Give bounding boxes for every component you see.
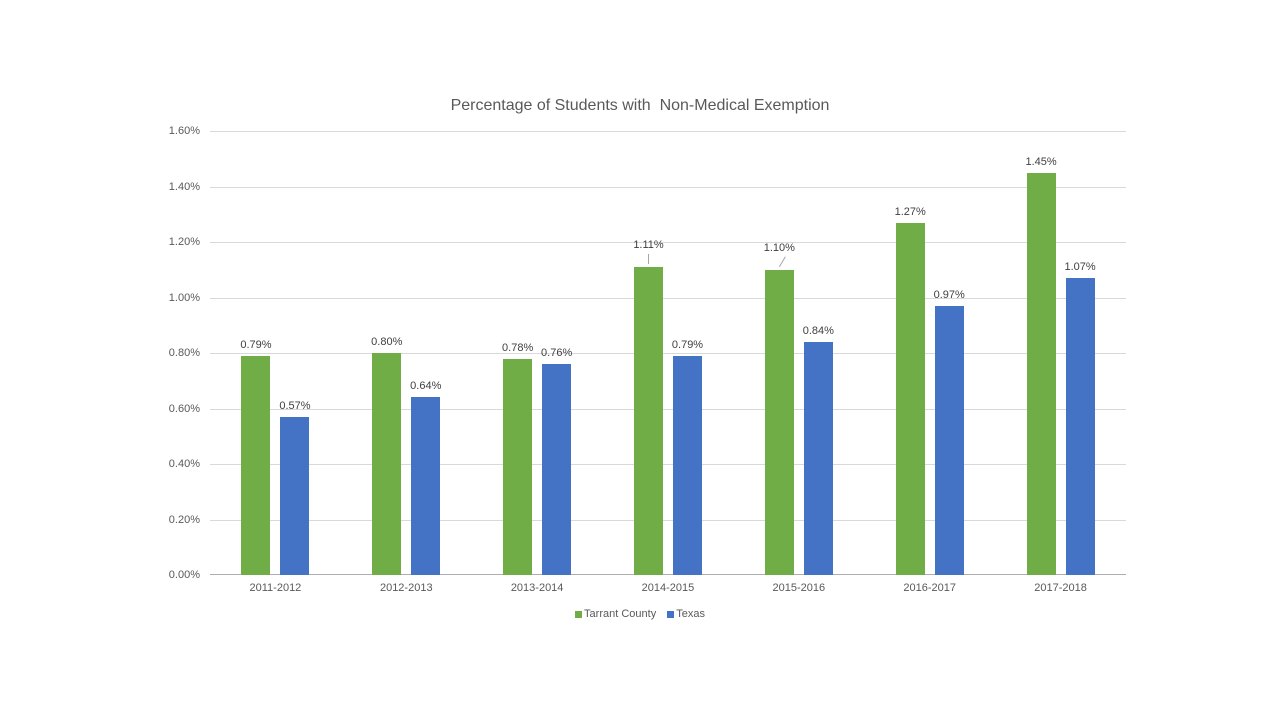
data-label-texas: 0.79% bbox=[671, 338, 704, 351]
legend-item-tarrant-county: Tarrant County bbox=[575, 608, 656, 620]
bar-tarrant-county bbox=[764, 269, 794, 575]
legend: Tarrant County Texas bbox=[0, 608, 1280, 620]
legend-item-texas: Texas bbox=[667, 608, 705, 620]
legend-swatch-texas bbox=[667, 610, 675, 618]
gridline bbox=[210, 242, 1126, 243]
x-axis-line bbox=[210, 574, 1126, 575]
data-label-texas: 0.97% bbox=[933, 288, 965, 301]
data-label-tarrant-county: 1.27% bbox=[894, 205, 926, 218]
gridline bbox=[210, 353, 1126, 354]
data-label-texas: 0.84% bbox=[802, 324, 834, 337]
x-axis-category-label: 2014-2015 bbox=[641, 582, 695, 594]
y-axis-tick-label: 0.00% bbox=[168, 569, 200, 581]
bar-tarrant-county bbox=[372, 353, 402, 575]
y-axis-tick-label: 1.60% bbox=[168, 125, 200, 137]
data-label-tarrant-county: 0.78% bbox=[502, 341, 534, 354]
bar-texas bbox=[1065, 278, 1095, 575]
data-label-texas: 0.57% bbox=[279, 399, 311, 412]
y-axis-tick-label: 0.40% bbox=[168, 458, 200, 470]
gridline bbox=[210, 131, 1126, 132]
bar-texas bbox=[411, 397, 441, 575]
bar-tarrant-county bbox=[634, 266, 663, 575]
bar-tarrant-county bbox=[503, 358, 533, 575]
x-axis-category-label: 2016-2017 bbox=[903, 582, 956, 594]
x-axis-category-label: 2011-2012 bbox=[249, 582, 302, 594]
legend-swatch-tarrant-county bbox=[575, 610, 583, 618]
y-axis-tick-label: 1.40% bbox=[168, 180, 200, 193]
bar-texas bbox=[803, 341, 833, 575]
data-label-tarrant-county: 1.11% bbox=[633, 238, 664, 251]
y-axis-tick-label: 0.20% bbox=[168, 513, 200, 526]
data-label-texas: 1.07% bbox=[1064, 261, 1096, 274]
gridline bbox=[210, 186, 1126, 188]
legend-label-texas: Texas bbox=[676, 608, 705, 620]
data-label-tarrant-county: 0.79% bbox=[240, 338, 272, 351]
legend-label-tarrant-county: Tarrant County bbox=[584, 608, 657, 620]
bar-texas bbox=[542, 364, 572, 575]
gridline bbox=[210, 464, 1126, 465]
bar-texas bbox=[673, 355, 702, 575]
bar-tarrant-county bbox=[895, 222, 925, 575]
bar-tarrant-county bbox=[241, 355, 271, 575]
data-label-leader-line bbox=[778, 256, 786, 268]
bar-tarrant-county bbox=[1026, 172, 1056, 575]
y-axis-tick-label: 1.20% bbox=[168, 236, 200, 248]
data-label-tarrant-county: 1.45% bbox=[1025, 155, 1057, 168]
y-axis-tick-label: 0.80% bbox=[168, 347, 200, 359]
gridline bbox=[210, 408, 1126, 410]
data-label-tarrant-county: 0.80% bbox=[371, 336, 403, 348]
data-label-texas: 0.76% bbox=[541, 347, 573, 360]
data-label-tarrant-county: 1.10% bbox=[763, 241, 795, 254]
x-axis-category-label: 2013-2014 bbox=[510, 582, 564, 594]
gridline bbox=[210, 519, 1126, 521]
chart-title: Percentage of Students with Non-Medical … bbox=[450, 97, 830, 114]
x-axis-category-label: 2012-2013 bbox=[379, 582, 433, 594]
x-axis-category-label: 2017-2018 bbox=[1034, 582, 1087, 594]
bar-texas bbox=[934, 305, 964, 575]
plot-area: 0.00% 0.20% 0.40% 0.60% 0.80% 1.00% 1.20% 1.40%… bbox=[169, 125, 1126, 594]
y-axis-tick-label: 0.60% bbox=[168, 402, 200, 415]
bar-texas bbox=[280, 416, 310, 575]
y-axis-tick-label: 1.00% bbox=[168, 291, 200, 304]
x-axis-category-label: 2015-2016 bbox=[772, 582, 826, 594]
data-label-texas: 0.64% bbox=[410, 380, 442, 393]
gridline bbox=[210, 297, 1126, 299]
